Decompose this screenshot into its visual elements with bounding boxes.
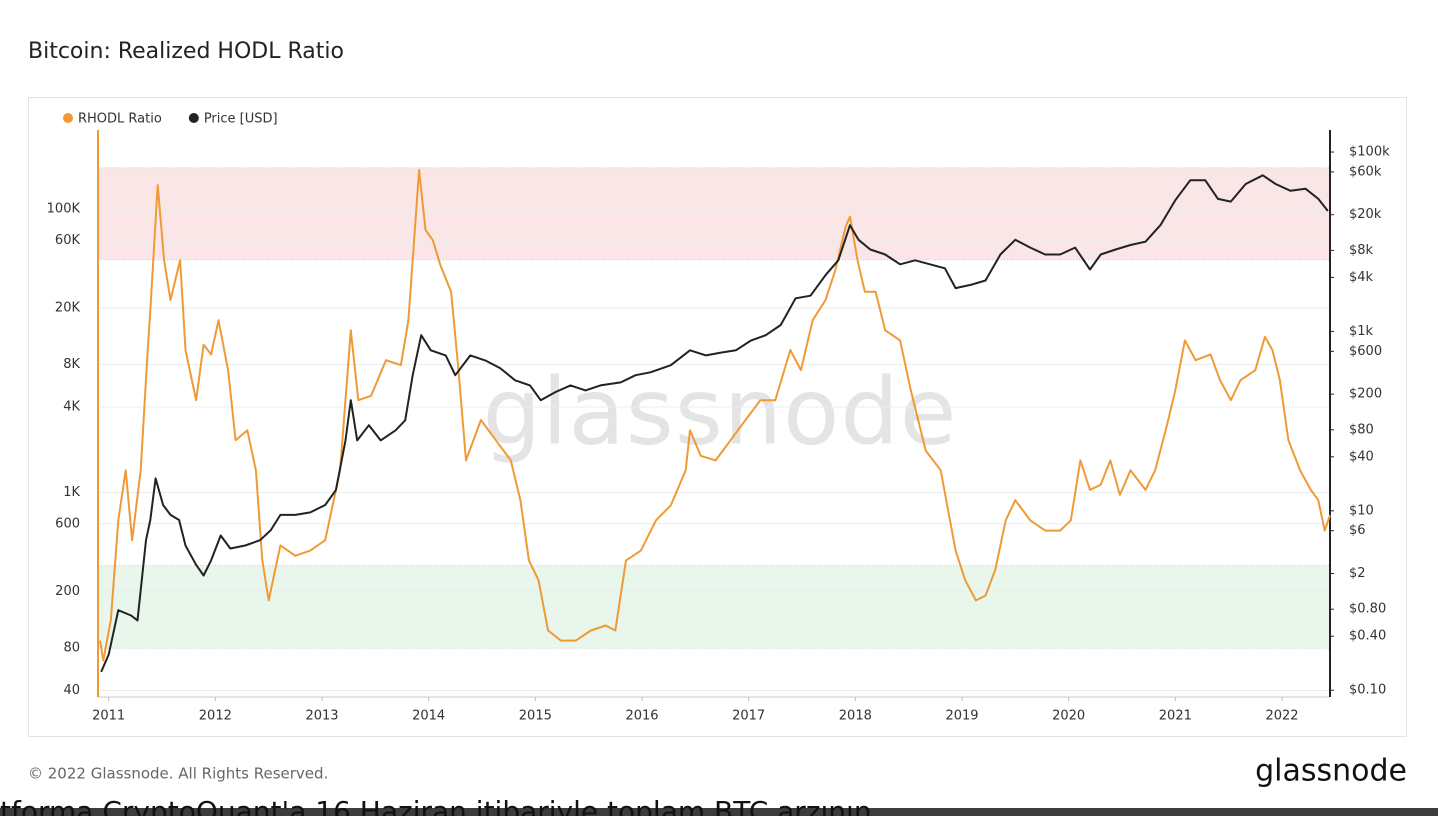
x-tick-label: 2018 xyxy=(839,709,872,724)
x-tick-label: 2017 xyxy=(732,709,765,724)
x-tick-label: 2016 xyxy=(625,709,658,724)
footer: © 2022 Glassnode. All Rights Reserved. xyxy=(28,765,328,783)
x-tick-label: 2013 xyxy=(305,709,338,724)
y2-tick-label: $100k xyxy=(1349,145,1390,160)
legend-marker xyxy=(188,113,199,123)
x-tick-label: 2011 xyxy=(92,709,125,724)
y2-tick-label: $10 xyxy=(1349,503,1374,518)
series-line xyxy=(99,169,1331,662)
y2-tick-label: $0.10 xyxy=(1349,683,1386,698)
y-tick-label: 80 xyxy=(63,640,80,655)
x-tick-label: 2012 xyxy=(199,709,232,724)
y2-tick-label: $40 xyxy=(1349,449,1374,464)
y2-tick-label: $0.80 xyxy=(1349,602,1386,617)
y-tick-label: 60K xyxy=(55,233,81,248)
caption: tforma CryptoQuant'a 16 Haziran itibariy… xyxy=(0,795,872,816)
y2-tick-label: $20k xyxy=(1349,207,1382,222)
y2-tick-label: $1k xyxy=(1349,324,1374,339)
y2-tick-label: $6 xyxy=(1349,523,1366,538)
x-tick-label: 2021 xyxy=(1159,709,1192,724)
x-tick-label: 2014 xyxy=(412,709,445,724)
y-tick-label: 1K xyxy=(63,485,80,500)
y2-tick-label: $200 xyxy=(1349,387,1382,402)
y-tick-label: 600 xyxy=(55,516,80,531)
y2-tick-label: $4k xyxy=(1349,270,1374,285)
y-tick-label: 8K xyxy=(63,357,80,372)
x-tick-label: 2020 xyxy=(1052,709,1085,724)
chart-title: Bitcoin: Realized HODL Ratio xyxy=(28,39,344,64)
y2-tick-label: $600 xyxy=(1349,344,1382,359)
chart-frame xyxy=(28,97,1407,737)
y-tick-label: 20K xyxy=(55,300,81,315)
y2-tick-label: $80 xyxy=(1349,422,1374,437)
caption-strip: tforma CryptoQuant'a 16 Haziran itibariy… xyxy=(0,794,1438,816)
legend-marker xyxy=(63,113,73,123)
x-tick-label: 2015 xyxy=(519,709,552,724)
legend-label: RHODL Ratio xyxy=(78,112,162,127)
logo: glassnode xyxy=(1255,754,1407,789)
y2-tick-label: $2 xyxy=(1349,566,1366,581)
y-tick-label: 200 xyxy=(55,584,80,599)
y-tick-label: 4K xyxy=(63,400,80,415)
x-tick-label: 2019 xyxy=(945,709,978,724)
zone-band xyxy=(98,565,1330,649)
y-tick-label: 100K xyxy=(47,201,81,216)
series-line xyxy=(100,174,1329,673)
zone-band xyxy=(98,167,1330,260)
y2-tick-label: $60k xyxy=(1349,164,1382,179)
y2-tick-label: $0.40 xyxy=(1349,629,1386,644)
legend-label: Price [USD] xyxy=(204,112,278,127)
y-tick-label: 40 xyxy=(63,683,80,698)
x-tick-label: 2022 xyxy=(1265,709,1298,724)
watermark: glassnode xyxy=(483,358,958,465)
y2-tick-label: $8k xyxy=(1349,243,1374,258)
